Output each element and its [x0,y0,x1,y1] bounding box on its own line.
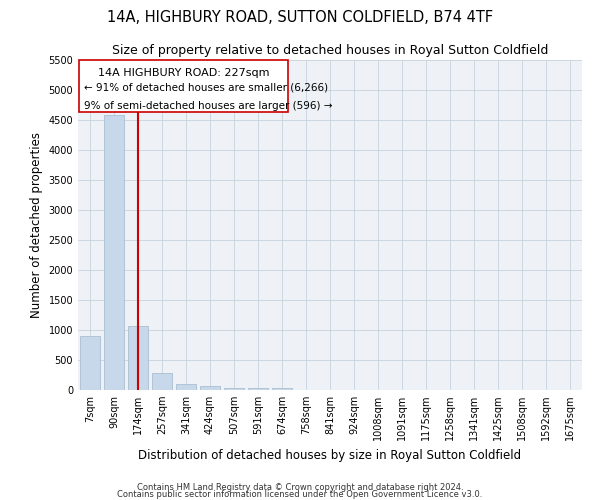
Text: 14A, HIGHBURY ROAD, SUTTON COLDFIELD, B74 4TF: 14A, HIGHBURY ROAD, SUTTON COLDFIELD, B7… [107,10,493,25]
Bar [272,388,292,390]
Y-axis label: Number of detached properties: Number of detached properties [30,132,43,318]
Bar [224,388,244,390]
Text: 9% of semi-detached houses are larger (596) →: 9% of semi-detached houses are larger (5… [84,101,332,111]
Bar [200,386,220,390]
Bar [176,384,196,390]
X-axis label: Distribution of detached houses by size in Royal Sutton Coldfield: Distribution of detached houses by size … [139,448,521,462]
Bar [104,115,124,390]
Title: Size of property relative to detached houses in Royal Sutton Coldfield: Size of property relative to detached ho… [112,44,548,58]
FancyBboxPatch shape [79,60,288,112]
Bar [80,336,100,390]
Bar [152,372,172,390]
Text: Contains HM Land Registry data © Crown copyright and database right 2024.: Contains HM Land Registry data © Crown c… [137,484,463,492]
Bar [248,388,268,390]
Text: ← 91% of detached houses are smaller (6,266): ← 91% of detached houses are smaller (6,… [84,83,328,93]
Text: Contains public sector information licensed under the Open Government Licence v3: Contains public sector information licen… [118,490,482,499]
Bar [128,326,148,390]
Text: 14A HIGHBURY ROAD: 227sqm: 14A HIGHBURY ROAD: 227sqm [98,68,269,78]
